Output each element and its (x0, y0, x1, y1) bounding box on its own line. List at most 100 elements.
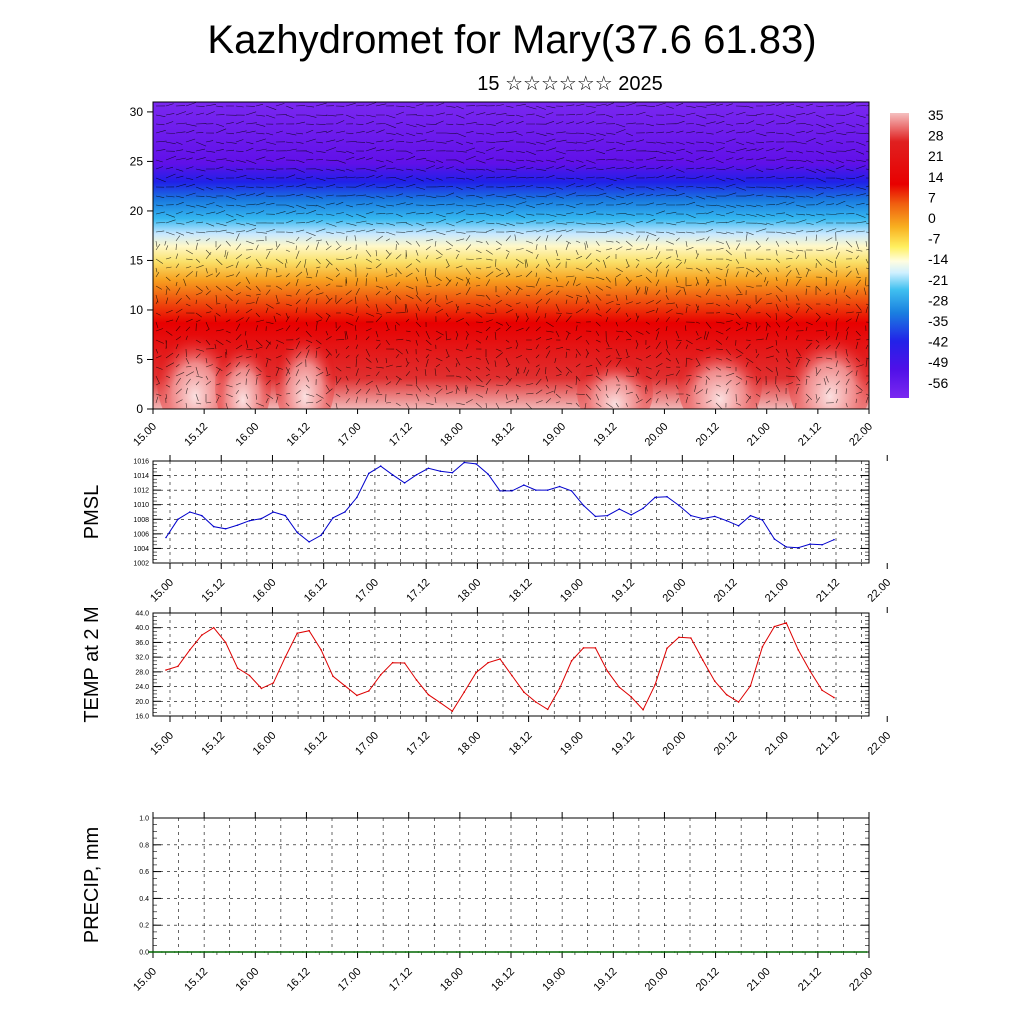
series-point (534, 701, 537, 703)
heatmap-y-tick-label: 15 (130, 253, 144, 267)
y-tick-label: 28.0 (135, 669, 149, 676)
series-point (797, 648, 800, 651)
y-tick-label: 40.0 (135, 625, 149, 632)
x-tick-label: 20.12 (712, 577, 740, 605)
series-point (866, 951, 868, 953)
series-point (749, 685, 752, 687)
series-point (161, 951, 163, 953)
series-point (379, 674, 382, 676)
series-point (430, 951, 432, 953)
series-point (686, 951, 689, 953)
series-point (200, 634, 203, 636)
series-point (532, 951, 535, 953)
series-point (713, 680, 716, 682)
series-point (570, 660, 573, 662)
heat-blob (577, 352, 653, 409)
series-point (545, 951, 548, 953)
series-point (165, 669, 167, 671)
series-point (666, 647, 668, 650)
series-point (785, 546, 788, 548)
y-tick-label: 0.4 (139, 896, 149, 903)
series-point (289, 951, 291, 953)
colorbar-label: 35 (928, 107, 944, 123)
series-point (308, 541, 310, 543)
x-tick-label: 20.00 (643, 966, 671, 994)
x-tick-label: 18.12 (507, 577, 535, 605)
x-tick-label: 21.12 (814, 577, 842, 605)
series-point (356, 694, 358, 697)
x-tick-label: 21.12 (814, 730, 842, 758)
series-point (340, 951, 343, 953)
series-point (678, 636, 680, 639)
series-point (737, 951, 740, 953)
x-tick-label: 20.00 (660, 577, 688, 605)
heatmap-x-tick-label: 17.00 (336, 421, 364, 449)
x-tick-label: 15.12 (199, 577, 227, 605)
heat-blob (157, 325, 233, 409)
series-point (749, 514, 752, 517)
colorbar-label: -21 (928, 272, 948, 288)
page-subtitle: 15 ☆☆☆☆☆☆ 2025 (477, 73, 663, 95)
x-tick-label: 20.12 (694, 966, 722, 994)
series-point (451, 710, 454, 713)
x-tick-label: 18.00 (438, 966, 466, 994)
series-point (212, 525, 215, 528)
heat-blob (275, 325, 335, 409)
series-point (520, 951, 522, 953)
y-tick-label: 1014 (133, 473, 149, 480)
heatmap-x-tick-label: 15.00 (131, 421, 159, 449)
series-point (391, 474, 394, 476)
series-point (332, 675, 334, 678)
series-point (367, 690, 370, 692)
series-point (236, 524, 239, 526)
series-point (403, 482, 406, 484)
series-point (725, 951, 727, 953)
series-point (606, 670, 609, 672)
series-point (314, 951, 317, 953)
x-tick-label: 16.00 (251, 730, 279, 758)
pmsl-panel: 1016 1014 1012 1010 1008 1006 1004 1002 15.00 15.… (81, 455, 893, 605)
y-tick-label: 0.8 (139, 842, 149, 849)
heatmap-x-tick-label: 21.00 (745, 421, 773, 449)
series-point (701, 517, 704, 520)
series-point (415, 679, 418, 681)
series-point (558, 485, 561, 488)
series-point (212, 951, 214, 953)
series-point (296, 531, 299, 534)
series-point (391, 951, 394, 953)
heatmap-y-tick-label: 20 (130, 204, 144, 218)
series-point (173, 951, 176, 953)
series-point (558, 687, 561, 690)
heatmap-y-tick-label: 5 (136, 352, 143, 366)
colorbar-label: 28 (928, 128, 944, 144)
series-point (635, 951, 638, 953)
series-point (439, 470, 442, 473)
y-tick-label: 24.0 (135, 684, 149, 691)
series-point (494, 951, 496, 953)
series-point (785, 622, 788, 624)
heatmap-x-axis: 15.00 15.12 16.00 16.12 17.00 17.12 18.00 18.12… (131, 409, 875, 449)
series-point (177, 665, 179, 668)
series-point (571, 951, 573, 953)
x-tick-label: 21.12 (796, 966, 824, 994)
series-point (773, 625, 776, 628)
panel-frame (152, 612, 870, 717)
colorbar-label: 0 (928, 210, 936, 226)
page-title: Kazhydromet for Mary(37.6 61.83) (207, 18, 817, 62)
series-point (582, 504, 585, 507)
x-tick-label: 17.00 (353, 730, 381, 758)
heatmap-x-tick-label: 20.12 (694, 421, 722, 449)
series-point (263, 951, 266, 953)
series-point (344, 685, 346, 687)
series-point (296, 632, 299, 635)
heat-blob (678, 337, 762, 409)
y-tick-label: 32.0 (135, 655, 149, 662)
series-point (499, 490, 501, 492)
series-point (750, 951, 753, 953)
x-tick-label: 22.00 (847, 966, 875, 994)
x-tick-label: 21.00 (763, 730, 791, 758)
x-tick-label: 16.00 (233, 966, 261, 994)
x-tick-label: 21.00 (745, 966, 773, 994)
series-point (666, 495, 668, 498)
series-point (594, 647, 597, 649)
